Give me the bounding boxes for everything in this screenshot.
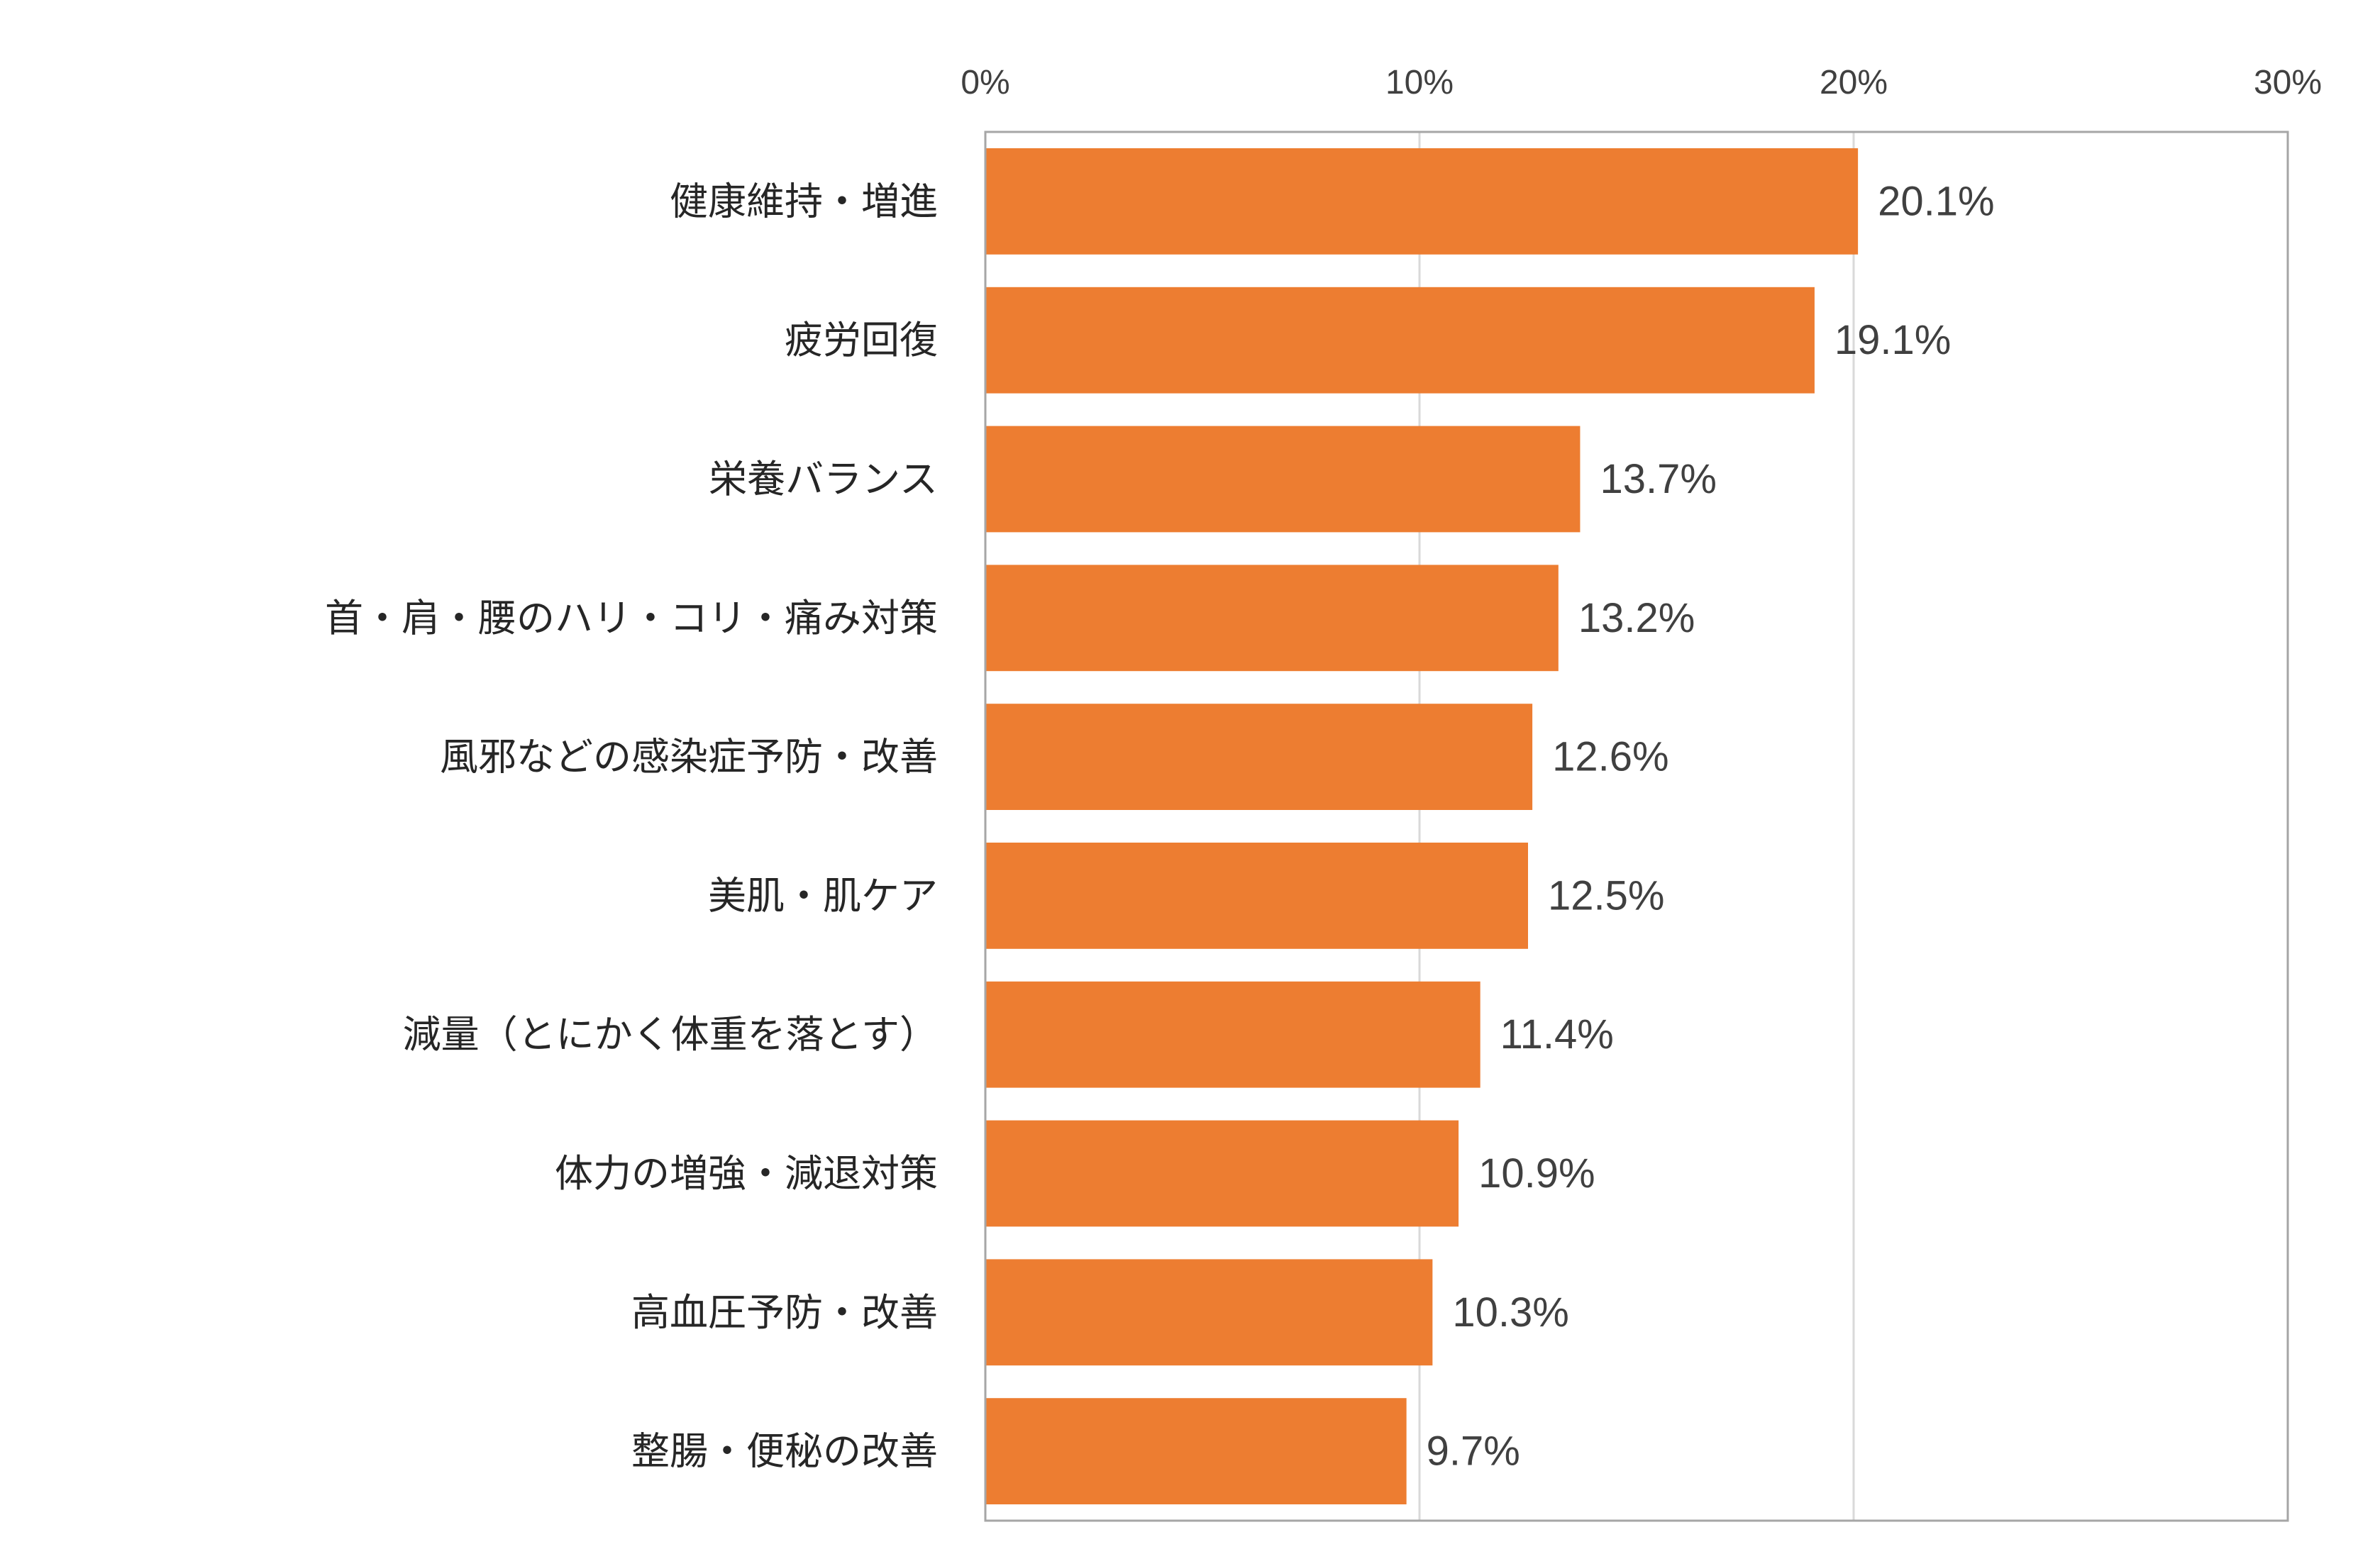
data-label: 10.9% [1478,1150,1595,1197]
bar [985,1398,1407,1504]
data-label: 13.2% [1578,595,1695,641]
x-tick-label: 0% [961,64,1009,101]
x-tick-label: 30% [2254,64,2322,101]
x-tick-label: 10% [1385,64,1454,101]
bar [985,287,1815,394]
data-label: 12.6% [1552,734,1668,780]
value-labels: 20.1% 19.1% 13.7% 13.2% 12.6% 12.5% 11.4% 10.9%… [1427,178,1995,1474]
data-label: 11.4% [1500,1011,1614,1058]
data-label: 10.3% [1452,1289,1568,1336]
category-label: 栄養バランス [709,457,938,501]
category-labels: 健康維持・増進疲労回復栄養バランス首・肩・腰のハリ・コリ・痛み対策風邪などの感染… [325,179,938,1473]
bar [985,843,1528,949]
category-label: 整腸・便秘の改善 [631,1429,938,1474]
bar [985,148,1859,255]
data-label: 19.1% [1834,317,1951,363]
data-label: 20.1% [1878,178,1994,224]
bars [985,148,1859,1504]
bar [985,1259,1433,1366]
category-label: 美肌・肌ケア [708,873,938,918]
x-axis-ticks: 0% 10% 20% 30% [961,64,2322,101]
category-label: 疲労回復 [785,318,938,362]
category-label: 体力の増強・減退対策 [555,1151,938,1196]
bar [985,1120,1459,1227]
bar [985,981,1480,1088]
data-label: 13.7% [1600,456,1716,502]
plot-frame [984,131,2289,1522]
data-label: 9.7% [1427,1428,1520,1475]
category-label: 高血圧予防・改善 [631,1290,938,1335]
data-label: 12.5% [1548,872,1664,918]
category-label: 風邪などの感染症予防・改善 [440,735,938,779]
category-label: 減量（とにかく体重を落とす） [403,1012,938,1057]
bar [985,426,1581,533]
x-tick-label: 20% [1820,64,1888,101]
bar [985,565,1559,672]
bar [985,704,1533,810]
category-label: 健康維持・増進 [670,179,938,223]
category-label: 首・肩・腰のハリ・コリ・痛み対策 [325,596,938,640]
